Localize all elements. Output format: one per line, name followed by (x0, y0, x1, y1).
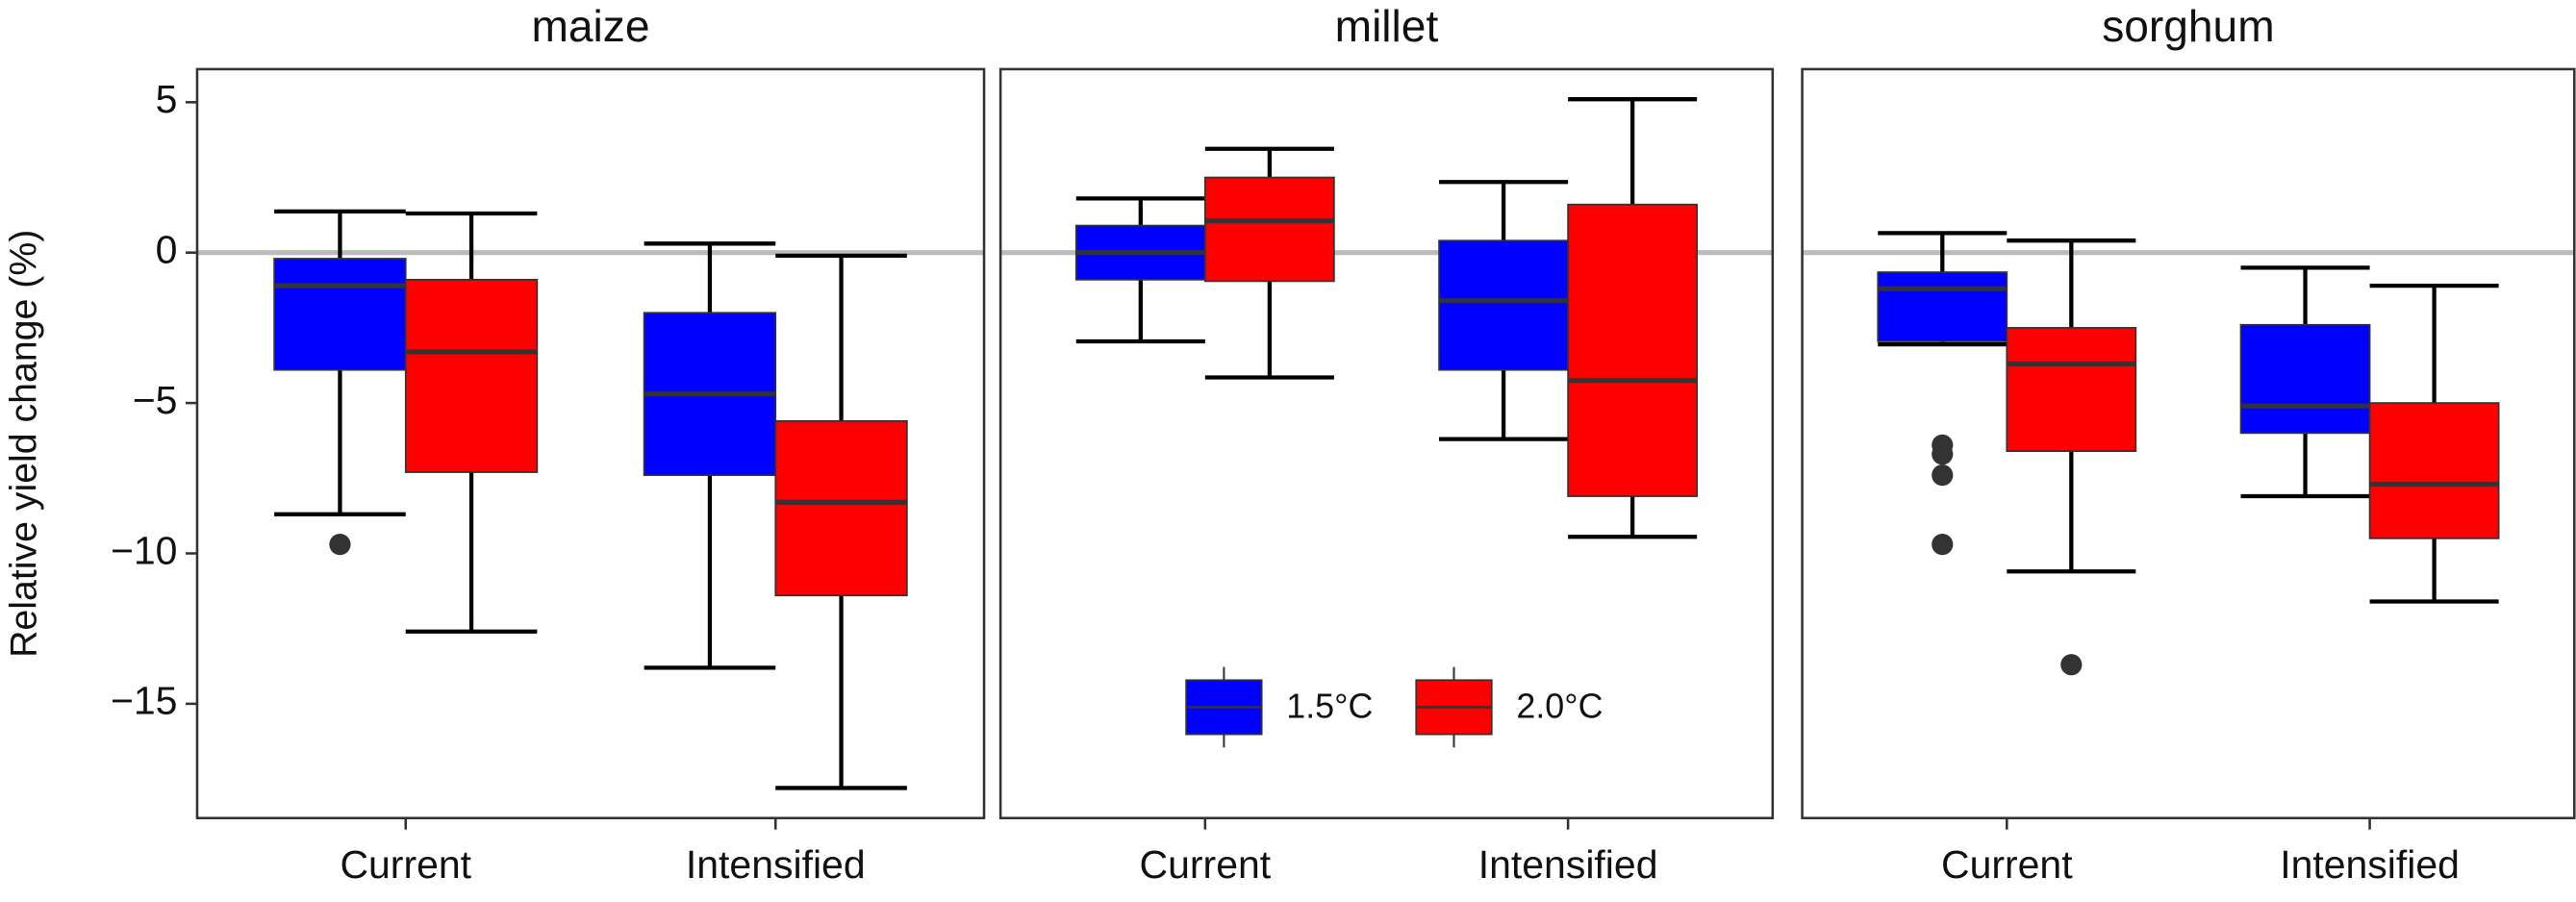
legend-label: 1.5°C (1286, 688, 1373, 726)
x-tick-label: Current (1941, 842, 2073, 887)
panel-title: maize (531, 1, 649, 51)
x-tick-label: Intensified (1478, 842, 1658, 887)
y-tick-label: 5 (156, 77, 178, 121)
box (1877, 271, 2008, 342)
x-tick-label: Current (1140, 842, 1272, 887)
y-tick-label: −5 (133, 378, 178, 422)
box (774, 420, 908, 597)
outlier (1932, 443, 1954, 465)
y-tick-label: −10 (111, 528, 178, 572)
x-tick-label: Intensified (2280, 842, 2460, 887)
panel-title: sorghum (2102, 1, 2274, 51)
panel-title: millet (1335, 1, 1439, 51)
box (273, 258, 407, 371)
y-axis-label: Relative yield change (%) (3, 230, 45, 658)
box (1203, 176, 1335, 283)
y-tick-label: −15 (111, 679, 178, 723)
outlier (1932, 533, 1954, 556)
outlier (1932, 464, 1954, 487)
outlier (329, 533, 351, 556)
outlier (2060, 654, 2083, 676)
box (2006, 327, 2137, 452)
panel-border (195, 67, 986, 819)
legend-label: 2.0°C (1516, 688, 1603, 726)
panel-border (1801, 67, 2576, 819)
box (404, 278, 539, 473)
y-tick-label: 0 (156, 228, 178, 272)
box (2368, 402, 2500, 539)
box (1438, 239, 1569, 371)
x-tick-label: Current (340, 842, 471, 887)
box (1567, 203, 1699, 497)
box (2239, 323, 2371, 435)
panel-border (998, 67, 1775, 819)
x-tick-label: Intensified (686, 842, 866, 887)
